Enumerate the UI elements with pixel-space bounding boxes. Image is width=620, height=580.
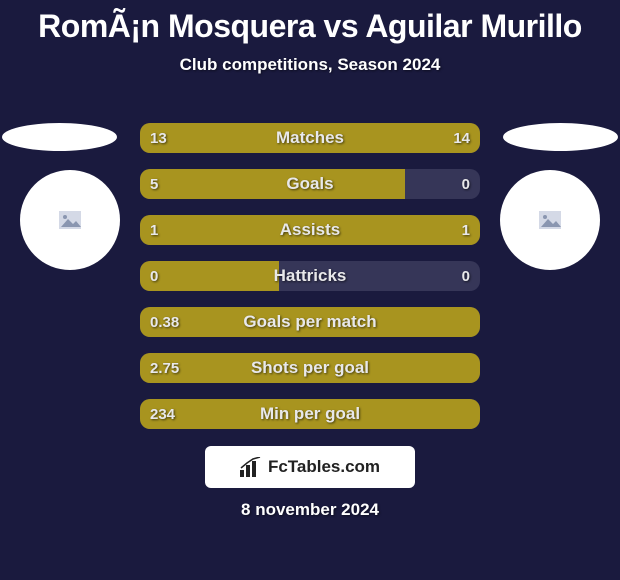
stats-bars: 1314Matches 50Goals 11Assists 00Hattricks 0.…: [140, 123, 480, 445]
page-title: RomÃ¡n Mosquera vs Aguilar Murillo: [0, 0, 620, 45]
club-badge-right: [500, 170, 600, 270]
image-placeholder-icon: [58, 211, 82, 229]
date-text: 8 november 2024: [0, 500, 620, 520]
stat-label: Goals per match: [140, 307, 480, 337]
stat-label: Shots per goal: [140, 353, 480, 383]
country-flag-right: [503, 123, 618, 151]
logo-text: FcTables.com: [268, 457, 380, 477]
stat-label: Assists: [140, 215, 480, 245]
club-badge-left: [20, 170, 120, 270]
stat-row: 2.75Shots per goal: [140, 353, 480, 383]
stat-row: 11Assists: [140, 215, 480, 245]
subtitle: Club competitions, Season 2024: [0, 55, 620, 75]
stat-label: Goals: [140, 169, 480, 199]
fctables-logo: FcTables.com: [205, 446, 415, 488]
stat-label: Hattricks: [140, 261, 480, 291]
stat-label: Min per goal: [140, 399, 480, 429]
stat-label: Matches: [140, 123, 480, 153]
stat-row: 0.38Goals per match: [140, 307, 480, 337]
stat-row: 1314Matches: [140, 123, 480, 153]
stat-row: 00Hattricks: [140, 261, 480, 291]
chart-icon: [240, 457, 262, 477]
country-flag-left: [2, 123, 117, 151]
image-placeholder-icon: [538, 211, 562, 229]
stat-row: 234Min per goal: [140, 399, 480, 429]
stat-row: 50Goals: [140, 169, 480, 199]
